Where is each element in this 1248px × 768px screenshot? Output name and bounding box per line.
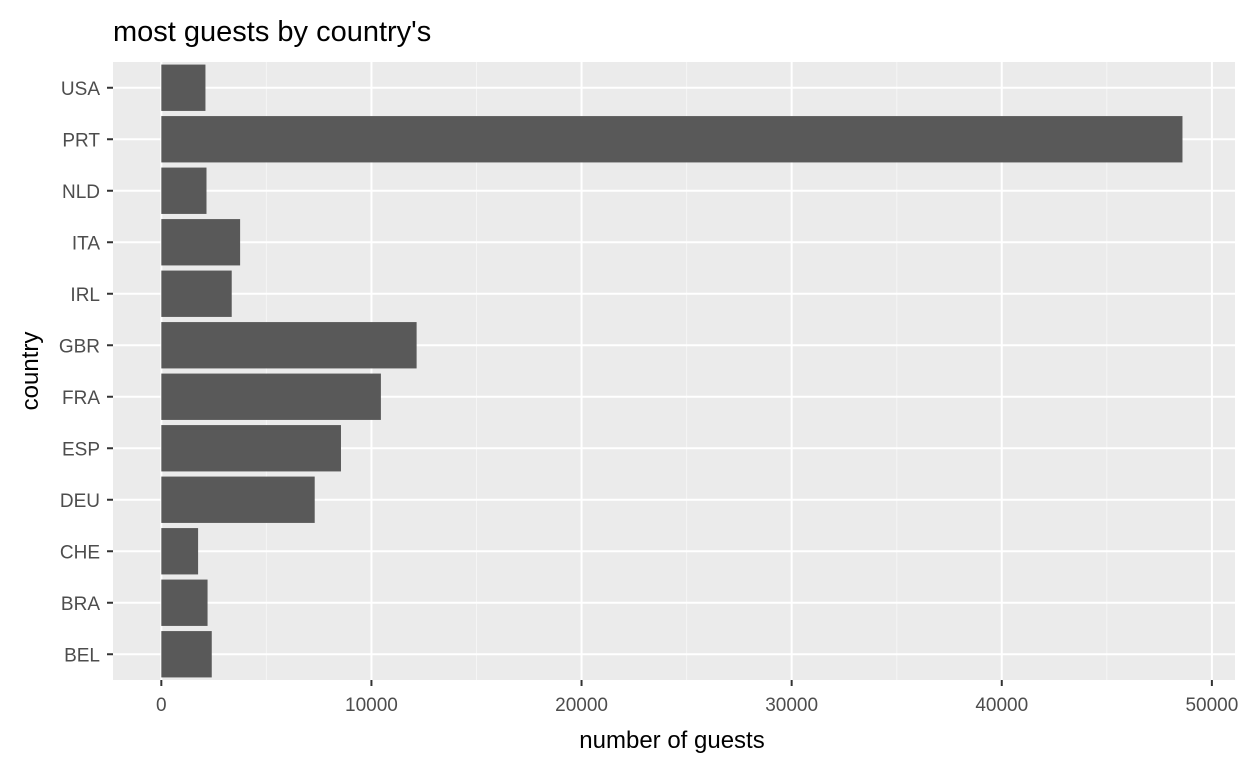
bar-nld: [161, 167, 207, 214]
x-tick-label: 10000: [345, 695, 398, 716]
major-gridlines: [113, 62, 1235, 680]
x-axis: 0 10000 20000 30000 40000 50000: [156, 680, 1238, 716]
bar-ita: [161, 219, 241, 266]
y-tick-label: ESP: [62, 439, 100, 460]
bar-deu: [161, 476, 315, 523]
y-tick-label: IRL: [70, 285, 100, 306]
x-tick-label: 20000: [555, 695, 608, 716]
y-tick-label: ITA: [72, 233, 100, 254]
x-tick-label: 30000: [765, 695, 818, 716]
y-tick-label: BEL: [64, 645, 100, 666]
x-axis-title: number of guests: [579, 727, 764, 754]
bar-bra: [161, 579, 208, 626]
y-tick-label: CHE: [60, 542, 100, 563]
x-tick-label: 50000: [1185, 695, 1238, 716]
y-tick-label: GBR: [59, 336, 100, 357]
bar-irl: [161, 270, 232, 317]
y-tick-label: PRT: [62, 130, 100, 151]
bar-esp: [161, 425, 341, 472]
bar-prt: [161, 116, 1183, 163]
bars: [161, 64, 1183, 678]
bar-fra: [161, 373, 381, 420]
y-axis: USA PRT NLD ITA IRL GBR FRA ESP DEU CHE BRA BEL: [59, 79, 113, 666]
plot-panel: [113, 62, 1235, 680]
y-axis-title: country: [17, 332, 44, 411]
minor-gridlines: [265, 62, 1108, 680]
bar-che: [161, 528, 199, 575]
x-tick-label: 40000: [975, 695, 1028, 716]
bar-bel: [161, 631, 212, 678]
y-tick-label: NLD: [62, 182, 100, 203]
bar-usa: [161, 64, 206, 111]
y-tick-label: FRA: [62, 388, 100, 409]
y-tick-label: DEU: [60, 491, 100, 512]
x-tick-label: 0: [156, 695, 167, 716]
bar-gbr: [161, 322, 417, 369]
y-tick-label: BRA: [61, 594, 100, 615]
y-tick-label: USA: [61, 79, 100, 100]
chart-title: most guests by country's: [113, 16, 431, 48]
